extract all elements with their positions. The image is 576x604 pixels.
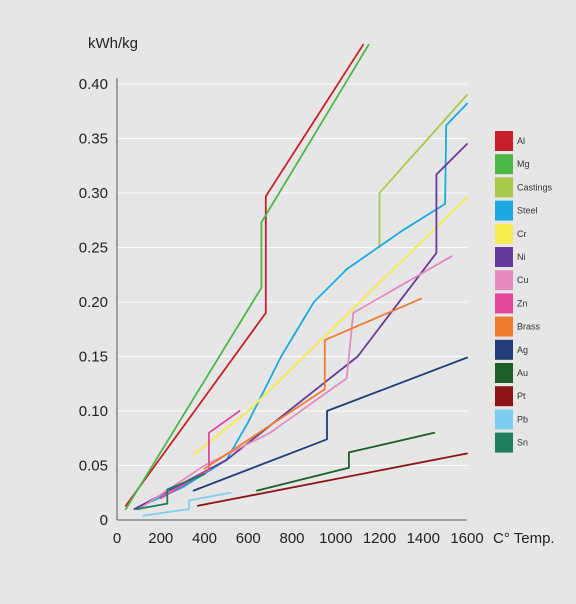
legend-label-mg: Mg (517, 159, 530, 169)
legend-label-cu: Cu (517, 275, 529, 285)
legend-swatch-mg (495, 154, 513, 175)
y-tick-labels: 0 0.05 0.10 0.15 0.20 0.25 0.30 0.35 0.40 (79, 76, 108, 529)
x-tick-label: 400 (192, 530, 217, 547)
axes (116, 78, 467, 521)
legend-label-al: Al (517, 136, 525, 146)
legend-swatch-steel (495, 200, 513, 221)
legend-label-pb: Pb (517, 414, 528, 424)
legend-label-brass: Brass (517, 322, 541, 332)
legend-swatch-al (495, 131, 513, 151)
y-tick-label: 0 (100, 512, 108, 529)
x-tick-label: 1200 (363, 530, 396, 547)
legend-swatch-cr (495, 223, 513, 244)
y-tick-label: 0.40 (79, 76, 108, 93)
x-tick-label: 1600 (450, 530, 483, 547)
x-tick-label: 0 (113, 530, 121, 547)
x-tick-label: 1400 (407, 530, 440, 547)
legend-swatch-zn (495, 293, 513, 314)
x-tick-labels: 0 200 400 600 800 1000 1200 1400 1600 (113, 530, 484, 547)
legend-label-zn: Zn (517, 298, 528, 308)
legend-swatch-castings (495, 177, 513, 198)
legend-swatch-ni (495, 247, 513, 267)
series-line-pb (142, 491, 232, 517)
legend-label-steel: Steel (517, 206, 538, 216)
y-tick-label: 0.20 (79, 294, 108, 311)
series-lines (124, 43, 468, 517)
series-line-ag (192, 356, 468, 492)
x-tick-label: 200 (148, 530, 173, 547)
series-line-cu (137, 255, 453, 511)
legend-label-ag: Ag (517, 345, 528, 355)
x-tick-label: 800 (279, 530, 304, 547)
series-line-steel (133, 102, 468, 511)
legend-swatch-cu (495, 270, 513, 291)
x-tick-label: 600 (236, 530, 261, 547)
series-line-brass (203, 297, 423, 470)
y-axis-label: kWh/kg (88, 35, 138, 52)
legend-swatch-brass (495, 316, 513, 337)
legend-swatch-au (495, 363, 513, 383)
legend-swatch-pb (495, 409, 513, 430)
legend-label-au: Au (517, 368, 528, 378)
legend-swatch-sn (495, 432, 513, 453)
y-tick-label: 0.30 (79, 185, 108, 202)
x-axis-label: C° Temp. (493, 530, 555, 547)
legend: Al Mg Castings Steel Cr Ni Cu Zn Brass Ag Au Pt Pb Sn (495, 131, 553, 453)
y-tick-label: 0.10 (79, 403, 108, 420)
y-tick-label: 0.15 (79, 349, 108, 366)
series-line-ni (133, 143, 468, 511)
series-line-al (124, 43, 365, 507)
y-tick-label: 0.25 (79, 240, 108, 257)
series-line-mg (124, 43, 370, 511)
series-line-cr (192, 196, 468, 456)
legend-swatch-ag (495, 339, 513, 360)
series-line-pt (196, 452, 468, 507)
legend-label-castings: Castings (517, 182, 553, 192)
legend-label-ni: Ni (517, 252, 526, 262)
series-line-au (256, 431, 436, 492)
series-line-castings (378, 94, 468, 249)
y-tick-label: 0.35 (79, 131, 108, 148)
chart-panel (18, 18, 558, 588)
x-tick-label: 1000 (319, 530, 352, 547)
legend-swatch-pt (495, 386, 513, 407)
series-line-zn (159, 410, 241, 500)
legend-label-cr: Cr (517, 229, 527, 239)
y-tick-label: 0.05 (79, 458, 108, 475)
legend-label-sn: Sn (517, 438, 528, 448)
series-line-sn (135, 473, 206, 511)
legend-label-pt: Pt (517, 391, 526, 401)
